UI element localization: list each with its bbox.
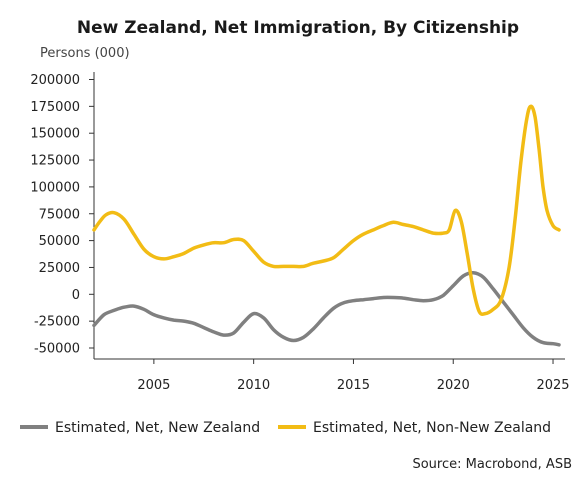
series-lines bbox=[92, 104, 561, 347]
y-tick-label: 75000 bbox=[39, 207, 80, 222]
x-tick-label: 2020 bbox=[437, 378, 470, 393]
y-tick-label: 125000 bbox=[30, 154, 80, 169]
legend-label-non-new-zealand: Estimated, Net, Non-New Zealand bbox=[313, 420, 551, 436]
y-tick-label: 175000 bbox=[30, 100, 80, 115]
x-tick-label: 2015 bbox=[337, 378, 370, 393]
y-tick-label: 50000 bbox=[39, 234, 80, 249]
source-note: Source: Macrobond, ASB bbox=[412, 457, 572, 472]
y-ticks: 200000 175000 150000 125000 100000 75000 50000… bbox=[30, 73, 94, 357]
x-ticks: 2005 2010 2015 2020 2025 bbox=[137, 359, 570, 393]
y-axis-unit-label: Persons (000) bbox=[40, 46, 130, 61]
chart-title: New Zealand, Net Immigration, By Citizen… bbox=[77, 18, 519, 38]
y-tick-label: -25000 bbox=[34, 315, 80, 330]
legend-label-new-zealand: Estimated, Net, New Zealand bbox=[55, 420, 260, 436]
y-tick-label: 100000 bbox=[30, 180, 80, 195]
x-tick-label: 2025 bbox=[536, 378, 569, 393]
y-tick-label: 150000 bbox=[30, 127, 80, 142]
series-line-non-new-zealand bbox=[92, 104, 561, 316]
series-line-new-zealand bbox=[92, 271, 561, 347]
y-tick-label: 25000 bbox=[39, 261, 80, 276]
y-tick-label: 200000 bbox=[30, 73, 80, 88]
y-tick-label: 0 bbox=[72, 288, 80, 303]
x-tick-label: 2005 bbox=[137, 378, 170, 393]
x-tick-label: 2010 bbox=[237, 378, 270, 393]
legend: Estimated, Net, New Zealand Estimated, N… bbox=[20, 420, 551, 436]
y-tick-label: -50000 bbox=[34, 342, 80, 357]
